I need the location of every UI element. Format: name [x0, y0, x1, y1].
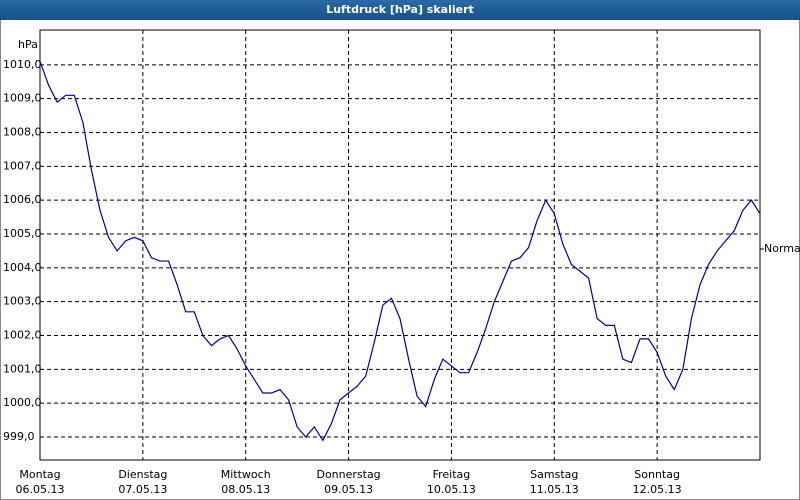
x-tick-date: 06.05.13	[16, 483, 65, 496]
x-tick-label: Mittwoch	[221, 468, 271, 481]
y-tick-label: 1007,0	[3, 159, 42, 172]
y-tick-label: 1005,0	[3, 227, 42, 240]
y-tick-label: 999,0	[3, 430, 35, 443]
y-tick-label: 1008,0	[3, 126, 42, 139]
y-tick-label: 1010,0	[3, 58, 42, 71]
plot-area: 999,0 1000,0 1001,0 1002,0 1003,0 1004,0 1005,…	[3, 29, 761, 496]
y-tick-label: 1004,0	[3, 261, 42, 274]
data-line	[39, 61, 761, 442]
y-axis-label: hPa	[18, 38, 38, 51]
y-tick-label: 1006,0	[3, 193, 42, 206]
y-tick-label: 1001,0	[3, 362, 42, 375]
x-tick-label: Donnerstag	[316, 468, 380, 481]
x-tick-date: 10.05.13	[427, 483, 476, 496]
y-tick-label: 1002,0	[3, 328, 42, 341]
x-tick-label: Montag	[19, 468, 60, 481]
y-tick-label: 1000,0	[3, 396, 42, 409]
x-tick-label: Samstag	[530, 468, 578, 481]
x-tick-date: 07.05.13	[118, 483, 167, 496]
x-tick-date: 08.05.13	[221, 483, 270, 496]
x-tick-label: Sonntag	[634, 468, 680, 481]
title-bar	[0, 0, 800, 20]
chart-title: Luftdruck [hPa] skaliert	[326, 3, 474, 16]
x-tick-date: 12.05.13	[633, 483, 682, 496]
x-tick-label: Freitag	[433, 468, 471, 481]
x-tick-date: 11.05.13	[530, 483, 579, 496]
normal-label: Normal	[764, 242, 800, 255]
plot-border	[39, 29, 761, 461]
x-tick-date: 09.05.13	[324, 483, 373, 496]
y-tick-label: 1003,0	[3, 295, 42, 308]
plot-background	[40, 30, 760, 460]
y-tick-label: 1009,0	[3, 92, 42, 105]
x-tick-label: Dienstag	[118, 468, 167, 481]
